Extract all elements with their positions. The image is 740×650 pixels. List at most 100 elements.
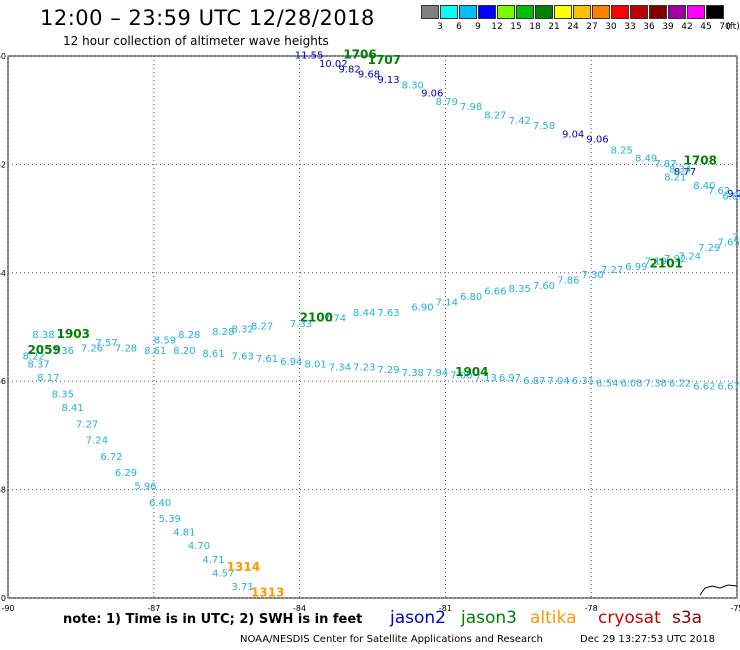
- wave-height-value: 7.61: [256, 354, 278, 365]
- scale-label: 45: [700, 22, 712, 32]
- scale-swatch: [668, 5, 686, 19]
- wave-height-value: 4.70: [188, 541, 210, 552]
- wave-height-value: 7.29: [698, 243, 720, 254]
- scale-unit: (ft): [726, 22, 740, 32]
- wave-height-value: 7.63: [232, 352, 254, 363]
- wave-height-value: 9.04: [562, 129, 584, 140]
- pass-time-label: 1313: [251, 585, 284, 599]
- longitude-label: -78: [585, 604, 598, 613]
- wave-height-value: 7.62: [708, 186, 730, 197]
- wave-height-value: 7.26: [81, 343, 103, 354]
- scale-label: 18: [529, 22, 541, 32]
- satellite-legend-cryosat: cryosat: [598, 608, 661, 628]
- wave-height-value: 4.71: [202, 555, 224, 566]
- scale-label: 9: [475, 22, 481, 32]
- wave-height-value: 9.06: [421, 89, 443, 100]
- wave-height-value: 7.14: [436, 297, 458, 308]
- wave-height-value: 6.54: [596, 379, 618, 390]
- wave-height-value: 8.28: [178, 330, 200, 341]
- wave-height-value: 7.00: [450, 370, 472, 381]
- wave-height-value: 7.91: [732, 232, 740, 243]
- scale-swatch: [535, 5, 553, 19]
- satellite-legend-jason3: jason3: [461, 608, 517, 628]
- wave-height-value: 9.68: [358, 70, 380, 81]
- scale-swatch: [516, 5, 534, 19]
- footer-note: note: 1) Time is in UTC; 2) SWH is in fe…: [63, 612, 363, 627]
- scale-swatch: [554, 5, 572, 19]
- wave-height-value: 7.28: [115, 343, 137, 354]
- wave-height-value: 9.82: [338, 64, 360, 75]
- scale-swatch: [459, 5, 477, 19]
- wave-height-value: 7.65: [718, 238, 740, 249]
- wave-height-value: 5.96: [134, 482, 156, 493]
- scale-swatch: [497, 5, 515, 19]
- scale-label: 30: [605, 22, 617, 32]
- wave-height-value: 8.32: [232, 324, 254, 335]
- wave-height-value: 6.97: [499, 373, 521, 384]
- longitude-label: -87: [147, 604, 160, 613]
- latitude-label: -68: [0, 486, 6, 495]
- wave-height-value: 6.80: [460, 292, 482, 303]
- wave-height-value: 3.71: [232, 582, 254, 593]
- wave-height-value: 6.66: [484, 286, 506, 297]
- wave-height-value: 7.27: [76, 419, 98, 430]
- satellite-legend-jason2: jason2: [390, 608, 446, 628]
- map-frame: [7, 55, 738, 599]
- pass-time-label: 2059: [27, 343, 60, 357]
- wave-height-value: 8.27: [251, 322, 273, 333]
- wave-height-value: 8.34: [669, 165, 691, 176]
- latitude-label: -64: [0, 269, 6, 278]
- wave-height-value: 8.61: [144, 346, 166, 357]
- scale-label: 21: [548, 22, 560, 32]
- wave-height-value: 7.29: [377, 365, 399, 376]
- wave-height-value: 6.29: [115, 468, 137, 479]
- scale-swatch: [687, 5, 705, 19]
- wave-height-value: 8.37: [27, 360, 49, 371]
- scale-label: 36: [643, 22, 655, 32]
- wave-height-value: 8.21: [664, 173, 686, 184]
- wave-height-value: 8.35: [509, 284, 531, 295]
- wave-height-value: 6.22: [669, 379, 691, 390]
- scale-swatch: [611, 5, 629, 19]
- wave-height-value: 6.72: [100, 452, 122, 463]
- wave-height-value: 7.57: [95, 338, 117, 349]
- pass-time-label: 2101: [650, 256, 683, 270]
- wave-height-value: 7.92: [664, 254, 686, 265]
- longitude-label: -81: [439, 604, 452, 613]
- longitude-label: -90: [1, 604, 14, 613]
- longitude-label: -84: [293, 604, 306, 613]
- wave-height-value: 7.38: [645, 379, 667, 390]
- wave-height-value: 8.27: [484, 110, 506, 121]
- pass-time-label: 2100: [300, 311, 333, 325]
- pass-time-label: 1706: [343, 48, 376, 62]
- wave-height-value: 7.23: [353, 362, 375, 373]
- wave-height-value: 9.13: [377, 75, 399, 86]
- latitude-label: -60: [0, 52, 6, 61]
- wave-height-value: 7.34: [329, 362, 351, 373]
- pass-time-label: 1903: [57, 327, 90, 341]
- scale-swatch: [649, 5, 667, 19]
- wave-height-value: 7.38: [402, 368, 424, 379]
- scale-swatch: [706, 5, 724, 19]
- wave-height-value: 7.58: [533, 121, 555, 132]
- credit-text: NOAA/NESDIS Center for Satellite Applica…: [240, 634, 543, 645]
- wave-height-value: 6.87: [523, 376, 545, 387]
- wave-height-value: 7.36: [52, 346, 74, 357]
- wave-height-value: 8.20: [173, 346, 195, 357]
- scale-label: 39: [662, 22, 674, 32]
- scale-swatch: [478, 5, 496, 19]
- scale-label: 12: [491, 22, 503, 32]
- scale-swatch: [440, 5, 458, 19]
- wave-height-value: 4.81: [173, 528, 195, 539]
- wave-height-value: 7.24: [86, 436, 108, 447]
- scale-swatch: [630, 5, 648, 19]
- wave-height-value: 6.99: [625, 262, 647, 273]
- scale-label: 70: [719, 22, 731, 32]
- wave-height-value: 8.79: [436, 97, 458, 108]
- wave-height-value: 8.38: [32, 330, 54, 341]
- wave-height-value: 8.44: [353, 308, 375, 319]
- wave-height-value: 7.94: [426, 368, 448, 379]
- wave-height-value: 7.19: [645, 257, 667, 268]
- wave-height-value: 7.27: [601, 265, 623, 276]
